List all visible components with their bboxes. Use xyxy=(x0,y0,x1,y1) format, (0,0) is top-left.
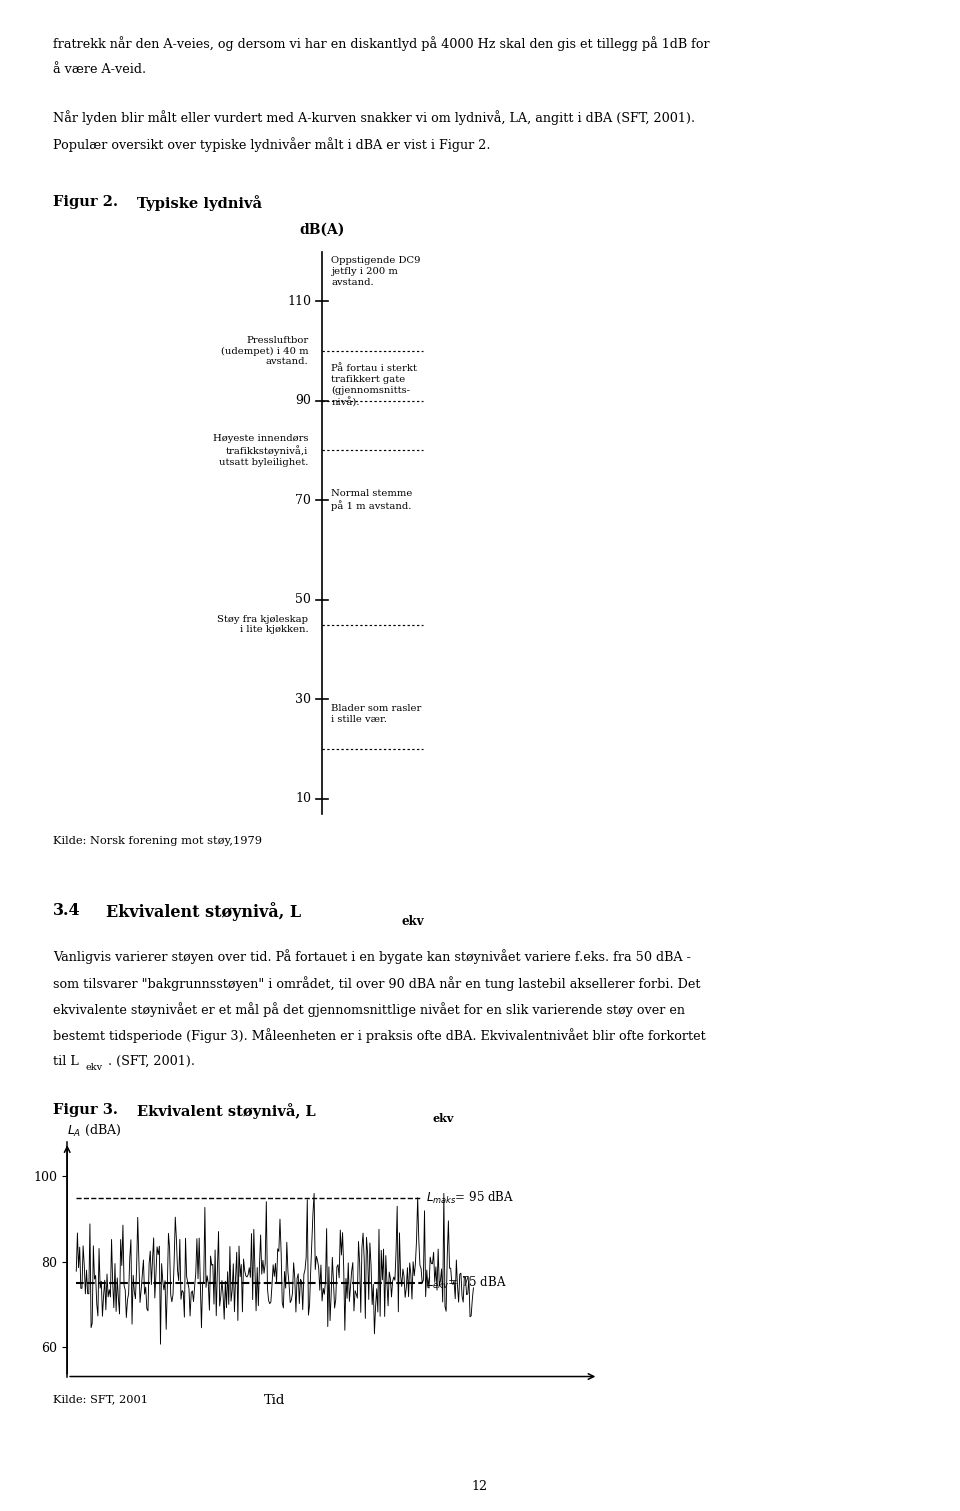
Text: 50: 50 xyxy=(296,594,311,606)
Text: Vanligvis varierer støyen over tid. På fortauet i en bygate kan støynivået varie: Vanligvis varierer støyen over tid. På f… xyxy=(53,949,690,964)
Text: $L_{maks}$= 95 dBA: $L_{maks}$= 95 dBA xyxy=(426,1189,515,1206)
Text: Typiske lydnivå: Typiske lydnivå xyxy=(137,195,262,212)
Text: ekv: ekv xyxy=(401,916,424,928)
Text: Støy fra kjøleskap
i lite kjøkken.: Støy fra kjøleskap i lite kjøkken. xyxy=(217,615,308,635)
Text: Ekvivalent støynivå, L: Ekvivalent støynivå, L xyxy=(137,1103,316,1118)
Text: ekv: ekv xyxy=(85,1062,103,1071)
Text: 10: 10 xyxy=(296,792,311,805)
Text: Figur 3.: Figur 3. xyxy=(53,1103,118,1117)
Text: 70: 70 xyxy=(296,494,311,506)
Text: $L_{ekv}$= 75 dBA: $L_{ekv}$= 75 dBA xyxy=(426,1275,507,1290)
Text: 30: 30 xyxy=(296,692,311,706)
Text: På fortau i sterkt
trafikkert gate
(gjennomsnitts-
nivå).: På fortau i sterkt trafikkert gate (gjen… xyxy=(331,364,418,408)
Text: Normal stemme
på 1 m avstand.: Normal stemme på 1 m avstand. xyxy=(331,490,413,511)
Text: Kilde: SFT, 2001: Kilde: SFT, 2001 xyxy=(53,1395,148,1405)
Text: $L_A$ (dBA): $L_A$ (dBA) xyxy=(67,1123,122,1138)
Text: . (SFT, 2001).: . (SFT, 2001). xyxy=(108,1055,196,1068)
Text: 3.4: 3.4 xyxy=(53,902,81,919)
Text: Ekvivalent støynivå, L: Ekvivalent støynivå, L xyxy=(106,902,300,920)
Text: ekv: ekv xyxy=(433,1114,454,1124)
Text: Blader som rasler
i stille vær.: Blader som rasler i stille vær. xyxy=(331,704,421,724)
Text: Høyeste innendørs
trafikkstøynivå,i
utsatt byleilighet.: Høyeste innendørs trafikkstøynivå,i utsa… xyxy=(213,434,308,467)
Text: 12: 12 xyxy=(472,1479,488,1493)
Text: Tid: Tid xyxy=(264,1393,285,1407)
Text: 90: 90 xyxy=(296,394,311,408)
Text: fratrekk når den A-veies, og dersom vi har en diskantlyd på 4000 Hz skal den gis: fratrekk når den A-veies, og dersom vi h… xyxy=(53,36,709,51)
Text: Figur 2.: Figur 2. xyxy=(53,195,118,209)
Text: Pressluftbor
(udempet) i 40 m
avstand.: Pressluftbor (udempet) i 40 m avstand. xyxy=(221,335,308,366)
Text: bestemt tidsperiode (Figur 3). Måleenheten er i praksis ofte dBA. Ekvivalentnivå: bestemt tidsperiode (Figur 3). Måleenhet… xyxy=(53,1029,706,1044)
Text: til L: til L xyxy=(53,1055,79,1068)
Text: dB(A): dB(A) xyxy=(300,222,345,237)
Text: som tilsvarer "bakgrunnsstøyen" i området, til over 90 dBA når en tung lastebil : som tilsvarer "bakgrunnsstøyen" i område… xyxy=(53,976,700,991)
Text: Oppstigende DC9
jetfly i 200 m
avstand.: Oppstigende DC9 jetfly i 200 m avstand. xyxy=(331,257,420,287)
Text: Når lyden blir målt eller vurdert med A-kurven snakker vi om lydnivå, LA, angitt: Når lyden blir målt eller vurdert med A-… xyxy=(53,110,695,125)
Text: 110: 110 xyxy=(287,295,311,308)
Text: ekvivalente støynivået er et mål på det gjennomsnittlige nivået for en slik vari: ekvivalente støynivået er et mål på det … xyxy=(53,1002,684,1017)
Text: Kilde: Norsk forening mot støy,1979: Kilde: Norsk forening mot støy,1979 xyxy=(53,836,262,846)
Text: å være A-veid.: å være A-veid. xyxy=(53,62,146,76)
Text: Populær oversikt over typiske lydnivåer målt i dBA er vist i Figur 2.: Populær oversikt over typiske lydnivåer … xyxy=(53,136,491,151)
